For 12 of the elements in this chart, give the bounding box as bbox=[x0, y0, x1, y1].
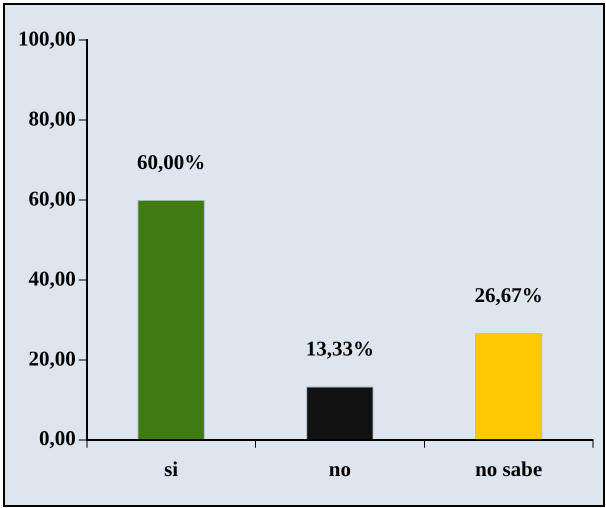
x-tick-label: si bbox=[164, 456, 178, 481]
data-label: 13,33% bbox=[306, 336, 374, 360]
y-tick-label: 100,00 bbox=[18, 26, 76, 50]
x-tick-label: no bbox=[328, 456, 351, 481]
y-tick-label: 40,00 bbox=[28, 266, 76, 290]
y-tick-label: 0,00 bbox=[39, 426, 76, 450]
x-tick-label: no sabe bbox=[475, 456, 542, 481]
y-tick-label: 60,00 bbox=[28, 186, 76, 210]
y-tick-label: 20,00 bbox=[28, 346, 76, 370]
y-tick-label: 80,00 bbox=[28, 106, 76, 130]
data-label: 60,00% bbox=[137, 150, 206, 174]
data-label: 26,67% bbox=[474, 283, 543, 308]
